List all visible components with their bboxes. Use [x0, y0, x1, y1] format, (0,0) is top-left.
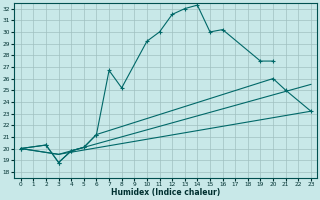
X-axis label: Humidex (Indice chaleur): Humidex (Indice chaleur) [111, 188, 220, 197]
